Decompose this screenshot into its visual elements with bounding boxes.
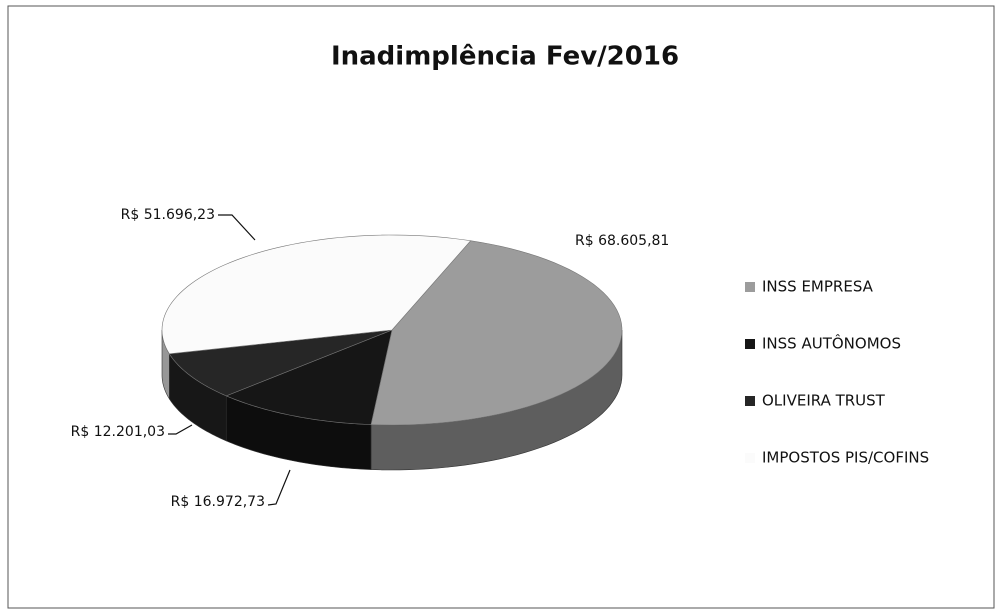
data-label: R$ 16.972,73 [171,494,265,510]
data-label: R$ 68.605,81 [575,233,669,249]
leader-line [218,214,256,241]
legend-label: IMPOSTOS PIS/COFINS [762,449,929,467]
legend-marker [745,282,755,292]
legend-marker [745,339,755,349]
legend-label: OLIVEIRA TRUST [762,392,886,410]
legend-marker [745,396,755,406]
data-label: R$ 51.696,23 [121,207,215,223]
slice [225,329,393,425]
slice [161,234,472,355]
legend-marker [745,453,755,463]
slice [168,329,393,397]
legend-label: INSS AUTÔNOMOS [762,334,901,353]
chart-title: Inadimplência Fev/2016 [331,42,679,72]
legend-label: INSS EMPRESA [762,278,874,296]
leader-line [168,424,193,435]
leader-line [267,469,291,506]
data-label: R$ 12.201,03 [71,424,165,440]
slice [370,240,623,426]
